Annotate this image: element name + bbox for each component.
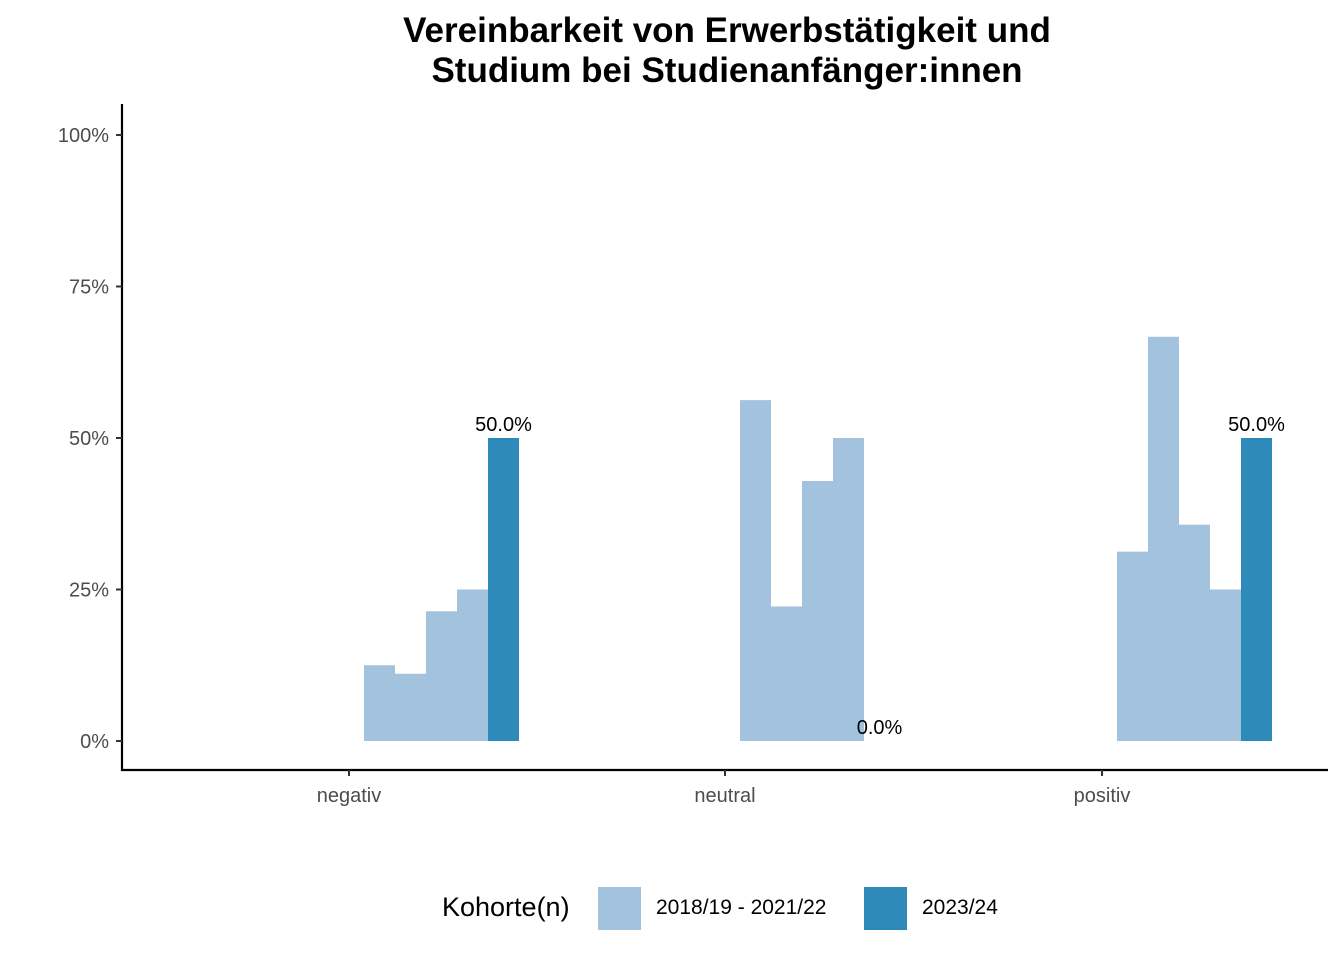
y-tick-label-4: 100% — [58, 125, 109, 147]
legend-label-current: 2023/24 — [922, 896, 998, 919]
legend: Kohorte(n) 2018/19 - 2021/22 2023/24 — [0, 886, 1344, 930]
bar-neutral-historical-4 — [833, 438, 864, 741]
bar-neutral-historical-2 — [771, 606, 802, 741]
x-tick-label-positiv: positiv — [1074, 785, 1131, 807]
chart-title-line-1: Vereinbarkeit von Erwerbstätigkeit und — [403, 11, 1051, 50]
y-tick-label-2: 50% — [69, 428, 109, 450]
bar-negativ-historical-2 — [395, 673, 426, 741]
legend-key-current — [864, 887, 907, 930]
bar-neutral-historical-1 — [740, 400, 771, 741]
chart-title-line-2: Studium bei Studienanfänger:innen — [431, 51, 1023, 90]
legend-label-historical: 2018/19 - 2021/22 — [656, 896, 827, 919]
bar-negativ-historical-3 — [426, 611, 457, 741]
bar-positiv-current — [1241, 438, 1272, 741]
data-label-neutral: 0.0% — [857, 717, 903, 739]
y-tick-label-0: 0% — [80, 731, 109, 753]
bar-positiv-historical-4 — [1210, 589, 1241, 741]
bar-positiv-historical-3 — [1179, 524, 1210, 741]
y-tick-label-3: 75% — [69, 277, 109, 299]
legend-title: Kohorte(n) — [442, 892, 570, 922]
bar-positiv-historical-2 — [1148, 336, 1179, 741]
y-tick-label-1: 25% — [69, 580, 109, 602]
x-tick-label-negativ: negativ — [317, 785, 382, 807]
bar-neutral-historical-3 — [802, 481, 833, 741]
bar-negativ-current — [488, 438, 519, 741]
bar-positiv-historical-1 — [1117, 551, 1148, 741]
bar-negativ-historical-1 — [364, 665, 395, 741]
legend-key-historical — [598, 887, 641, 930]
x-tick-label-neutral: neutral — [694, 785, 755, 807]
data-label-negativ: 50.0% — [475, 414, 532, 436]
data-label-positiv: 50.0% — [1228, 414, 1285, 436]
bar-negativ-historical-4 — [457, 589, 488, 741]
